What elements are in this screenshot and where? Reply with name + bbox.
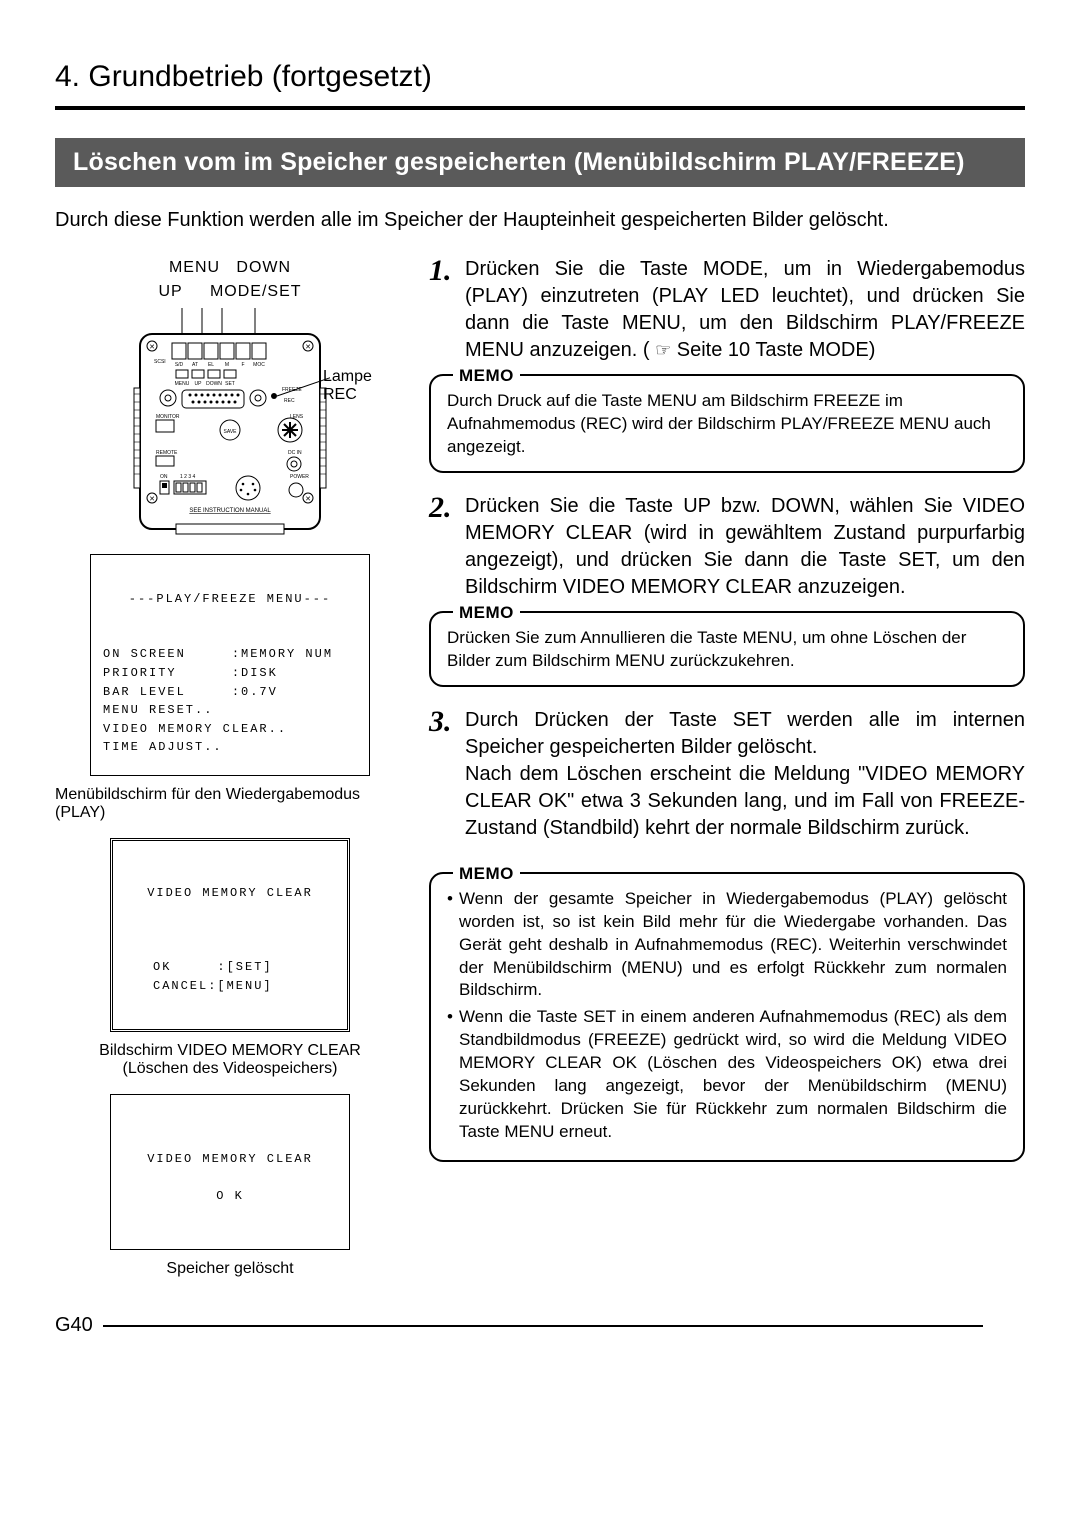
memo-3-list: Wenn der gesamte Speicher in Wiedergabem… (447, 888, 1007, 1144)
vmc-done-caption: Speicher gelöscht (55, 1260, 405, 1278)
vmc-cap1: Bildschirm VIDEO MEMORY CLEAR (99, 1042, 361, 1059)
page-number-rule (103, 1325, 983, 1327)
svg-text:✕: ✕ (305, 344, 311, 351)
svg-text:EL: EL (208, 362, 214, 368)
svg-text:MOC: MOC (253, 362, 265, 368)
banner-heading: Löschen vom im Speicher gespeicherten (M… (55, 138, 1025, 187)
menu1-line4: VIDEO MEMORY CLEAR.. (103, 722, 287, 736)
memo-3: MEMO Wenn der gesamte Speicher in Wieder… (429, 872, 1025, 1162)
svg-text:REC: REC (284, 398, 295, 404)
vmc-done-ok: O K (123, 1187, 337, 1206)
svg-text:S/D: S/D (175, 362, 184, 368)
menu1-line3: MENU RESET.. (103, 703, 213, 717)
menu1-line0: ON SCREEN :MEMORY NUM (103, 647, 333, 661)
vmc-confirm-box: VIDEO MEMORY CLEAR OK :[SET] CANCEL:[MEN… (110, 838, 350, 1032)
vmc-cancel: CANCEL:[MENU] (153, 979, 273, 993)
menu1-line2: BAR LEVEL :0.7V (103, 685, 278, 699)
vmc-done-title: VIDEO MEMORY CLEAR (123, 1150, 337, 1169)
memo-1-title: MEMO (453, 365, 520, 388)
svg-text:✕: ✕ (149, 344, 155, 351)
svg-text:M: M (225, 362, 229, 368)
menu1-caption: Menübildschirm für den Wiedergabemodus (… (55, 786, 405, 822)
device-svg: ✕ ✕ ✕ ✕ S/D AT EL M F MOC (130, 308, 330, 538)
step-1-text-b: Seite 10 Taste MODE) (671, 339, 875, 361)
step-3-num: 3. (429, 707, 457, 842)
label-rec-lamp: Lampe REC (323, 368, 405, 404)
play-freeze-menu-box: ---PLAY/FREEZE MENU--- ON SCREEN :MEMORY… (90, 554, 370, 776)
svg-text:1 2 3 4: 1 2 3 4 (180, 474, 196, 480)
memo-1-body: Durch Druck auf die Taste MENU am Bildsc… (447, 390, 1007, 459)
vmc-caption: Bildschirm VIDEO MEMORY CLEAR (Löschen d… (55, 1042, 405, 1078)
svg-text:F: F (241, 362, 244, 368)
diagram-top-labels: MENU DOWN UP MODE/SET (55, 256, 405, 304)
svg-text:POWER: POWER (290, 474, 309, 480)
svg-text:SCSI: SCSI (154, 359, 166, 365)
label-mode-set: MODE/SET (210, 283, 302, 300)
vmc-ok: OK :[SET] (153, 960, 273, 974)
step-2-text: Drücken Sie die Taste UP bzw. DOWN, wähl… (465, 493, 1025, 601)
svg-text:DC IN: DC IN (288, 450, 302, 456)
vmc-cap2: (Löschen des Videospeichers) (123, 1060, 338, 1077)
memo-3-title: MEMO (453, 863, 520, 886)
step-3-text: Durch Drücken der Taste SET werden alle … (465, 707, 1025, 842)
svg-text:SAVE: SAVE (224, 429, 238, 435)
step-2: 2. Drücken Sie die Taste UP bzw. DOWN, w… (429, 493, 1025, 601)
svg-text:MONITOR: MONITOR (156, 414, 180, 420)
memo-2-body: Drücken Sie zum Annullieren die Taste ME… (447, 627, 1007, 673)
step-1: 1. Drücken Sie die Taste MODE, um in Wie… (429, 256, 1025, 364)
svg-text:✕: ✕ (149, 496, 155, 503)
menu1-title: ---PLAY/FREEZE MENU--- (103, 590, 357, 609)
vmc-done-box: VIDEO MEMORY CLEAR O K (110, 1094, 350, 1250)
label-down: DOWN (236, 259, 291, 276)
memo-3-item-0: Wenn der gesamte Speicher in Wiedergabem… (459, 888, 1007, 1003)
intro-text: Durch diese Funktion werden alle im Spei… (55, 209, 1025, 232)
svg-text:ON: ON (160, 474, 168, 480)
svg-text:MENU: MENU (175, 381, 190, 387)
svg-text:DOWN: DOWN (206, 381, 222, 387)
svg-text:SEE INSTRUCTION MANUAL: SEE INSTRUCTION MANUAL (189, 508, 271, 514)
memo-1: MEMO Durch Druck auf die Taste MENU am B… (429, 374, 1025, 473)
step-2-num: 2. (429, 493, 457, 601)
svg-text:UP: UP (195, 381, 203, 387)
svg-text:SET: SET (225, 381, 235, 387)
step-1-text: Drücken Sie die Taste MODE, um in Wieder… (465, 256, 1025, 364)
label-menu: MENU (169, 259, 220, 276)
vmc-title: VIDEO MEMORY CLEAR (125, 884, 335, 903)
memo-3-item-1: Wenn die Taste SET in einem anderen Aufn… (459, 1006, 1007, 1144)
section-rule (55, 106, 1025, 110)
menu1-line5: TIME ADJUST.. (103, 740, 223, 754)
memo-2-title: MEMO (453, 602, 520, 625)
device-diagram: ✕ ✕ ✕ ✕ S/D AT EL M F MOC (55, 308, 405, 538)
step-1-num: 1. (429, 256, 457, 364)
label-up: UP (158, 283, 182, 300)
step-3: 3. Durch Drücken der Taste SET werden al… (429, 707, 1025, 842)
pointer-icon: ☞ (655, 340, 671, 360)
memo-2: MEMO Drücken Sie zum Annullieren die Tas… (429, 611, 1025, 687)
svg-text:✕: ✕ (305, 496, 311, 503)
page-number-row: G40 (55, 1314, 1025, 1337)
section-title: 4. Grundbetrieb (fortgesetzt) (55, 60, 1025, 94)
menu1-line1: PRIORITY :DISK (103, 666, 278, 680)
svg-text:REMOTE: REMOTE (156, 450, 178, 456)
page-number: G40 (55, 1314, 93, 1336)
svg-text:AT: AT (192, 362, 198, 368)
